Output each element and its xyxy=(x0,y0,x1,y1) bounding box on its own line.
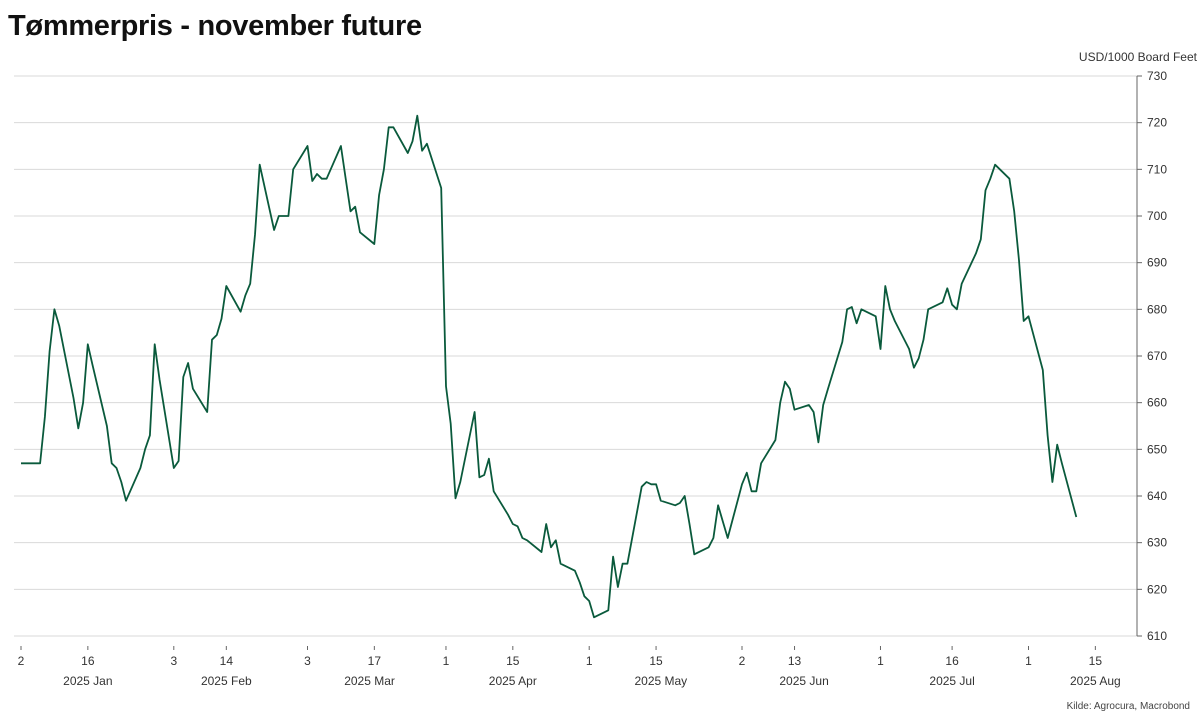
y-tick-label: 630 xyxy=(1147,536,1167,550)
x-tick-label: 1 xyxy=(586,654,593,668)
y-tick-label: 670 xyxy=(1147,349,1167,363)
source-note: Kilde: Agrocura, Macrobond xyxy=(1066,701,1190,712)
x-tick-label: 3 xyxy=(304,654,311,668)
y-tick-label: 680 xyxy=(1147,302,1167,316)
x-month-label: 2025 Jan xyxy=(63,674,112,688)
x-month-label: 2025 Mar xyxy=(344,674,395,688)
x-month-label: 2025 Apr xyxy=(489,674,537,688)
x-tick-label: 1 xyxy=(877,654,884,668)
y-tick-label: 620 xyxy=(1147,582,1167,596)
x-tick-label: 1 xyxy=(443,654,450,668)
x-tick-label: 16 xyxy=(945,654,959,668)
x-tick-label: 15 xyxy=(649,654,663,668)
x-tick-label: 14 xyxy=(220,654,234,668)
x-tick-label: 15 xyxy=(1089,654,1103,668)
x-tick-label: 13 xyxy=(788,654,802,668)
x-month-label: 2025 May xyxy=(634,674,687,688)
x-tick-label: 2 xyxy=(18,654,25,668)
y-tick-label: 710 xyxy=(1147,162,1167,176)
x-tick-label: 2 xyxy=(739,654,746,668)
y-tick-label: 650 xyxy=(1147,442,1167,456)
y-tick-label: 690 xyxy=(1147,256,1167,270)
x-month-label: 2025 Jul xyxy=(929,674,974,688)
y-tick-label: 660 xyxy=(1147,396,1167,410)
y-axis-unit-label: USD/1000 Board Feet xyxy=(1078,50,1197,64)
x-month-label: 2025 Jun xyxy=(779,674,828,688)
x-month-label: 2025 Feb xyxy=(201,674,252,688)
y-tick-label: 610 xyxy=(1147,629,1167,643)
x-month-label: 2025 Aug xyxy=(1070,674,1121,688)
y-tick-label: 640 xyxy=(1147,489,1167,503)
x-tick-label: 17 xyxy=(368,654,382,668)
chart-title: Tømmerpris - november future xyxy=(8,10,422,42)
y-tick-label: 700 xyxy=(1147,209,1167,223)
x-tick-label: 3 xyxy=(170,654,177,668)
x-tick-label: 1 xyxy=(1025,654,1032,668)
x-tick-label: 15 xyxy=(506,654,520,668)
series-line-0 xyxy=(21,114,1078,619)
y-tick-label: 720 xyxy=(1147,116,1167,130)
y-tick-label: 730 xyxy=(1147,69,1167,83)
x-tick-label: 16 xyxy=(81,654,95,668)
